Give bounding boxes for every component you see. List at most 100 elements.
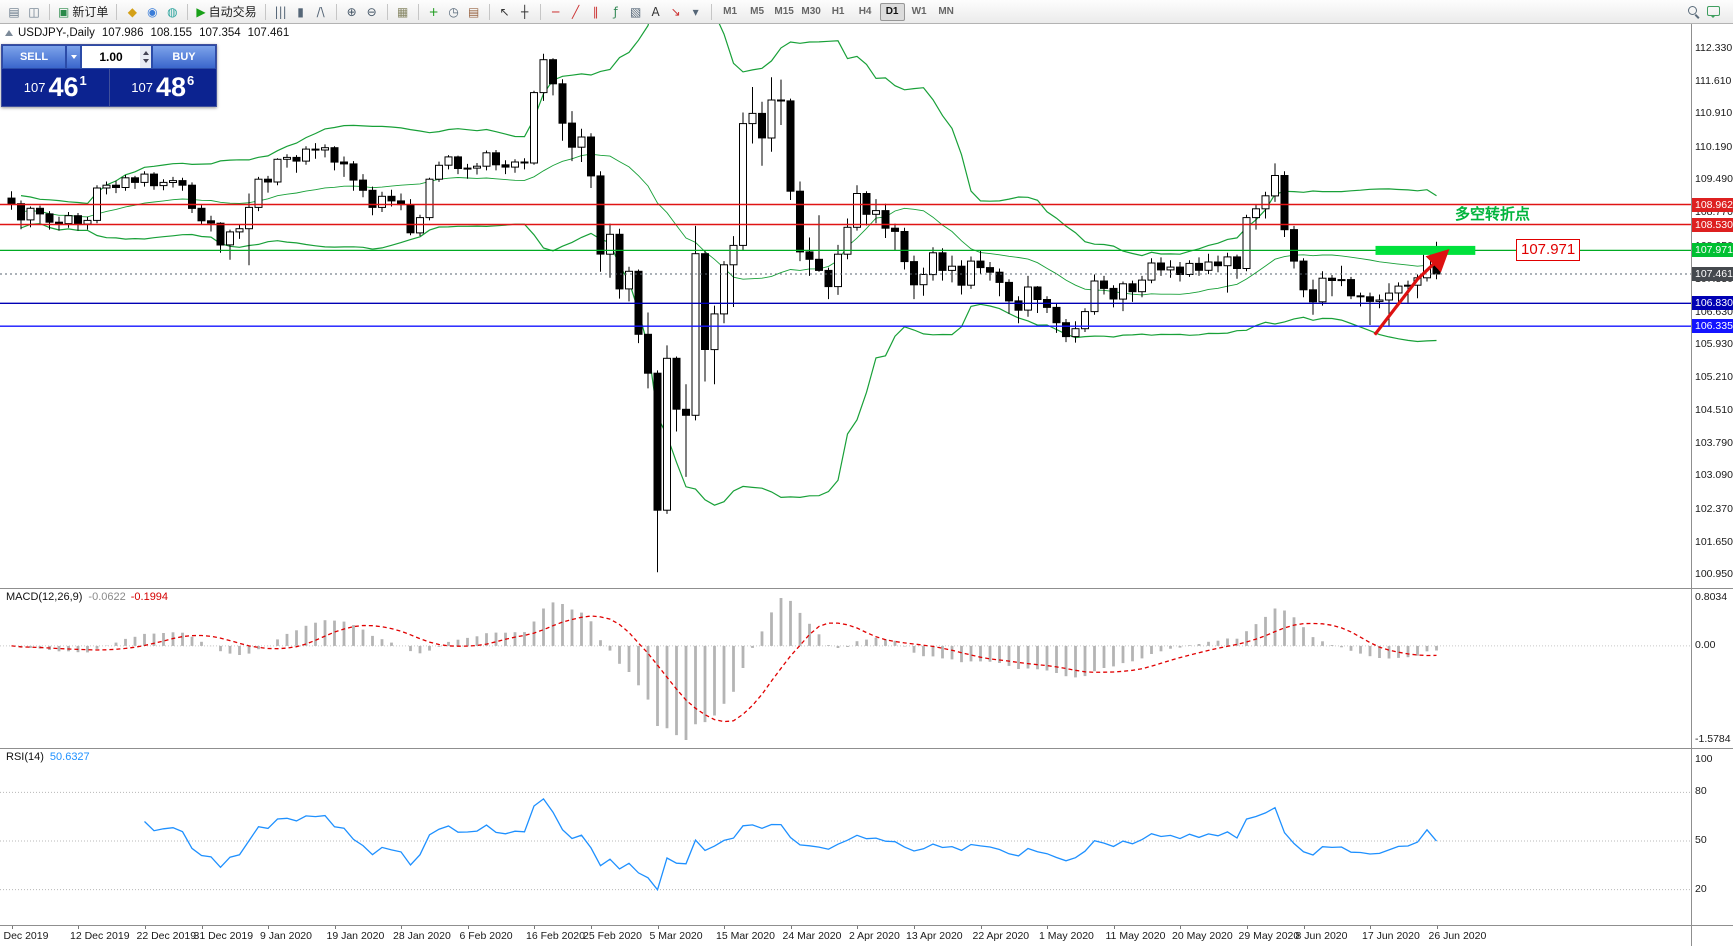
candle-body <box>957 265 966 286</box>
candle-body <box>653 372 662 511</box>
candle-body <box>463 167 472 170</box>
trendline-tool-icon[interactable]: ╱ <box>566 2 586 22</box>
tools-dropdown-icon[interactable]: ▾ <box>686 2 706 22</box>
macd-canvas[interactable] <box>0 588 1691 747</box>
price-axis-label: 109.490 <box>1695 173 1733 186</box>
toolbar-separator <box>488 3 490 20</box>
shapes-tool-icon[interactable]: ▧ <box>626 2 646 22</box>
candle-body <box>995 271 1004 283</box>
line-chart-icon: /\ <box>316 4 325 19</box>
spinner-up-icon[interactable] <box>142 50 149 55</box>
bollinger-upper-band <box>20 24 1437 257</box>
indicators-icon[interactable]: + <box>424 2 444 22</box>
crosshair-icon[interactable]: ┼ <box>515 2 535 22</box>
panel-separator[interactable] <box>0 748 1733 749</box>
price-chart-panel[interactable]: USDJPY-,Daily 107.986 108.155 107.354 10… <box>0 24 1691 588</box>
time-axis[interactable]: Dec 2019 12 Dec 2019 22 Dec 2019 31 Dec 201… <box>0 925 1733 946</box>
price-axis-label: 104.510 <box>1695 403 1733 416</box>
new-order-button[interactable]: ▣ 新订单 <box>55 2 111 22</box>
tile-windows-icon[interactable]: ▦ <box>393 2 413 22</box>
periods-icon[interactable]: ◷ <box>444 2 464 22</box>
candle-body <box>1375 299 1384 302</box>
volume-spinner[interactable] <box>140 46 151 68</box>
autotrading-button[interactable]: ▶ 自动交易 <box>193 2 259 22</box>
chat-icon[interactable] <box>1703 2 1723 22</box>
bar-chart-icon[interactable]: ||| <box>271 2 291 22</box>
spinner-down-icon[interactable] <box>142 59 149 64</box>
time-axis-label: 12 Dec 2019 <box>70 930 130 942</box>
candle-body <box>1147 262 1156 281</box>
hline-tool-icon[interactable]: ─ <box>546 2 566 22</box>
buy-price[interactable]: 107 48 6 <box>110 69 217 106</box>
candlestick-chart-icon[interactable]: ▮ <box>291 2 311 22</box>
time-axis-label: 1 May 2020 <box>1039 930 1094 942</box>
timeframe-h1[interactable]: H1 <box>831 6 845 17</box>
zoom-out-icon[interactable]: ⊖ <box>362 2 382 22</box>
sell-price[interactable]: 107 46 1 <box>2 69 110 106</box>
buy-price-pips: 48 <box>155 72 186 102</box>
fibonacci-tool-icon[interactable]: ƒ <box>606 2 626 22</box>
candles <box>7 53 1441 573</box>
rsi-panel[interactable]: RSI(14) 50.6327 <box>0 748 1691 925</box>
candle-body <box>606 233 614 255</box>
volume-input[interactable] <box>82 46 140 68</box>
time-axis-label: 26 Jun 2020 <box>1428 930 1487 942</box>
candle-body <box>1090 280 1099 313</box>
text-tool-icon[interactable]: A <box>646 2 666 22</box>
pivot-annotation-text[interactable]: 多空转折点 <box>1455 206 1531 223</box>
panel-separator[interactable] <box>0 588 1733 589</box>
toolbar-separator <box>710 3 712 20</box>
timeframe-m1[interactable]: M1 <box>723 6 738 17</box>
macd-name: MACD(12,26,9) <box>6 591 83 603</box>
price-axis[interactable]: 0.8034 0.00 -1.5784 100 80 50 20 112.330 111.610… <box>1692 24 1733 925</box>
timeframe-d1[interactable]: D1 <box>879 2 905 21</box>
trade-panel-prices: 107 46 1 107 48 6 <box>2 69 216 106</box>
timeframe-h4[interactable]: H4 <box>858 6 872 17</box>
price-callout-label[interactable]: 107.971 <box>1516 239 1581 262</box>
search-icon[interactable] <box>1683 2 1703 22</box>
sell-button[interactable]: SELL <box>2 45 66 69</box>
zoom-in-icon[interactable]: ⊕ <box>342 2 362 22</box>
fibonacci-tool-icon: ƒ <box>613 4 618 19</box>
candle-body <box>330 147 339 163</box>
candle-body <box>1299 260 1308 291</box>
market-icon[interactable]: ◆ <box>122 2 142 22</box>
price-axis-label: 105.930 <box>1695 337 1733 350</box>
timeframe-m30[interactable]: M30 <box>801 6 821 17</box>
macd-histogram <box>19 598 1438 740</box>
macd-axis-label: -1.5784 <box>1695 733 1731 745</box>
profiles-icon[interactable]: ◫ <box>24 2 44 22</box>
timeframe-m15[interactable]: M15 <box>774 6 794 17</box>
candle-body <box>1242 217 1251 270</box>
autotrading-button: ▶ <box>196 4 206 19</box>
candle-body <box>615 233 624 290</box>
timeframe-mn[interactable]: MN <box>938 6 954 17</box>
community-icon[interactable]: ◍ <box>162 2 182 22</box>
macd-panel[interactable]: MACD(12,26,9) -0.0622 -0.1994 <box>0 588 1691 748</box>
channel-tool-icon[interactable]: ∥ <box>586 2 606 22</box>
price-chart-canvas[interactable] <box>0 24 1691 588</box>
signals-icon[interactable]: ◉ <box>142 2 162 22</box>
candle-body <box>482 152 491 167</box>
time-axis-label: 15 Mar 2020 <box>716 930 775 942</box>
symbol-expand-icon[interactable] <box>5 30 13 36</box>
rsi-canvas[interactable] <box>0 748 1691 924</box>
candle-body <box>1252 208 1260 219</box>
cursor-icon[interactable]: ↖ <box>495 2 515 22</box>
new-chart-icon[interactable]: ▤ <box>4 2 24 22</box>
candle-body <box>710 313 719 351</box>
templates-icon[interactable]: ▤ <box>464 2 484 22</box>
line-chart-icon[interactable]: /\ <box>311 2 331 22</box>
timeframe-w1[interactable]: W1 <box>911 6 927 17</box>
candle-body <box>207 220 215 224</box>
candle-body <box>672 357 681 410</box>
price-level-badge: 108.530 <box>1692 217 1733 232</box>
arrows-tool-icon[interactable]: ↘ <box>666 2 686 22</box>
order-type-dropdown[interactable] <box>66 45 81 69</box>
candle-body <box>273 158 282 183</box>
timeframe-group: M1 M5 M15 M30 H1 H4 D1 W1 MN <box>717 2 960 21</box>
timeframe-m5[interactable]: M5 <box>750 6 765 17</box>
candle-body <box>758 112 766 139</box>
buy-button[interactable]: BUY <box>152 45 216 69</box>
candle-body <box>17 203 25 221</box>
